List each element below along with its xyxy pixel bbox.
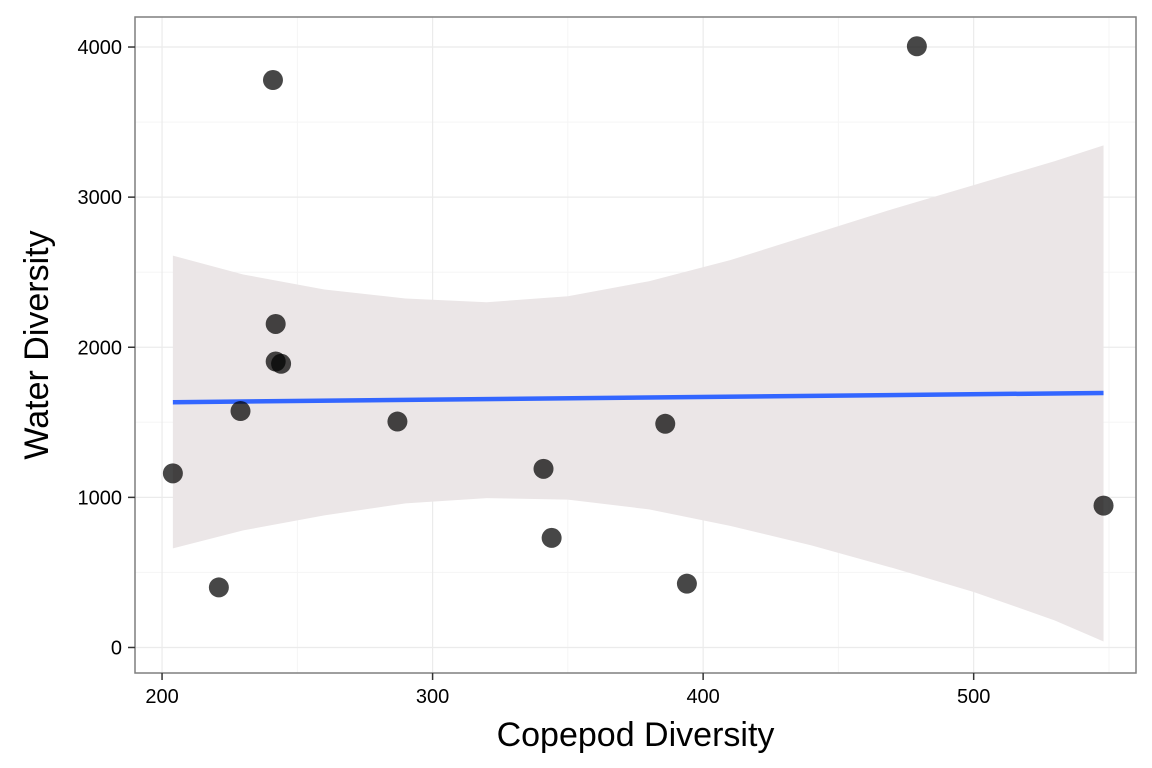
data-point — [208, 577, 229, 598]
y-tick-label: 3000 — [78, 187, 123, 209]
x-tick-label: 500 — [957, 686, 990, 708]
y-axis-title: Water Diversity — [18, 230, 56, 459]
data-point — [162, 463, 183, 484]
data-point — [271, 353, 292, 374]
x-tick-label: 200 — [145, 686, 178, 708]
y-tick-label: 0 — [111, 637, 122, 659]
x-tick-label: 300 — [416, 686, 449, 708]
x-axis: 200 300 400 500 — [145, 673, 990, 708]
data-point — [655, 413, 676, 434]
panel-border — [134, 16, 1137, 674]
data-point — [906, 36, 927, 57]
data-point — [533, 458, 554, 479]
data-point — [1093, 495, 1114, 516]
y-tick-label: 4000 — [78, 37, 123, 59]
data-point — [541, 527, 562, 548]
data-point — [230, 401, 251, 422]
data-point — [265, 313, 286, 334]
x-axis-title: Copepod Diversity — [497, 716, 775, 754]
confidence-band-layer — [172, 145, 1104, 642]
regression-line — [172, 390, 1104, 405]
data-points — [162, 36, 1114, 598]
data-point — [676, 573, 697, 594]
y-tick-label: 2000 — [78, 337, 123, 359]
data-point — [387, 411, 408, 432]
y-axis: 0 1000 2000 3000 4000 — [78, 37, 135, 659]
y-tick-label: 1000 — [78, 487, 123, 509]
x-tick-label: 400 — [686, 686, 719, 708]
data-point — [262, 70, 283, 91]
confidence-band — [172, 145, 1104, 642]
regression-line-layer — [172, 390, 1104, 405]
